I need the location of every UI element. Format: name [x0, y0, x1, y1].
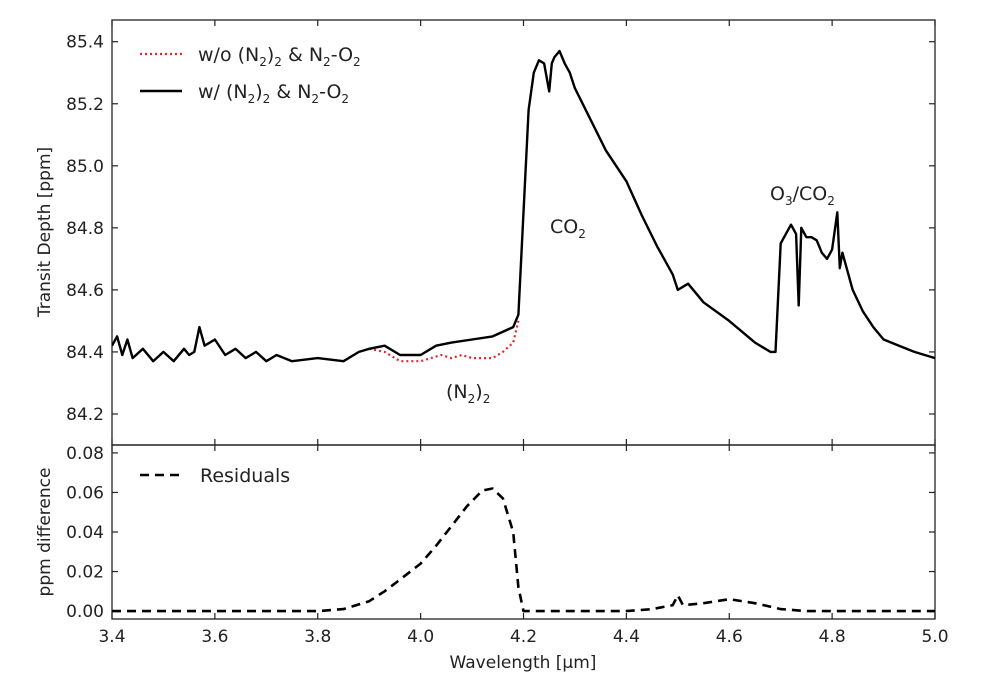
top-ytick-label: 84.8: [66, 219, 104, 239]
legend-label-residuals: Residuals: [200, 465, 290, 487]
bottom-legend: Residuals: [140, 465, 290, 487]
bottom-xtick-label: 5.0: [921, 627, 948, 647]
bottom-x-ticks: 3.4 3.6 3.8 4.0 4.2 4.4 4.6 4.8 5.0: [98, 445, 949, 647]
bottom-xtick-label: 4.2: [510, 627, 537, 647]
top-legend: w/o (N2)2 & N2-O2 w/ (N2)2 & N2-O2: [140, 44, 361, 106]
legend-label-with: w/ (N2)2 & N2-O2: [198, 81, 349, 106]
top-series-group: [112, 49, 935, 363]
top-ytick-label: 84.6: [66, 281, 104, 301]
series-line-residuals: [112, 487, 935, 613]
bottom-series-group: [112, 487, 935, 613]
series-line-without: [368, 320, 520, 363]
top-ytick-label: 85.2: [66, 95, 104, 115]
bottom-ytick-label: 0.04: [66, 523, 104, 543]
top-ytick-label: 85.4: [66, 33, 104, 53]
bottom-ytick-label: 0.08: [66, 444, 104, 464]
bottom-xtick-label: 3.4: [98, 627, 125, 647]
bottom-xtick-label: 4.6: [716, 627, 743, 647]
series-line-with: [112, 49, 935, 363]
bottom-xtick-label: 4.8: [819, 627, 846, 647]
top-x-ticks: [111, 20, 936, 445]
legend-label-without: w/o (N2)2 & N2-O2: [198, 44, 361, 69]
bottom-xtick-label: 3.8: [304, 627, 331, 647]
annotation-o3-co2: O3/CO2: [770, 183, 835, 208]
top-panel: 84.2 84.4 84.6 84.8 85.0 85.2 85.4 Transit Dep…: [35, 19, 936, 446]
bottom-y-ticks: 0.00 0.02 0.04 0.06 0.08: [66, 444, 935, 622]
annotation-n2-dimer: (N2)2: [446, 381, 490, 406]
bottom-xtick-label: 3.6: [201, 627, 228, 647]
x-axis-label: Wavelength [μm]: [450, 653, 597, 673]
bottom-y-axis-label: ppm difference: [35, 468, 55, 597]
top-y-axis-label: Transit Depth [ppm]: [35, 147, 55, 318]
bottom-xtick-label: 4.0: [407, 627, 434, 647]
top-ytick-label: 84.2: [66, 405, 104, 425]
annotation-co2: CO2: [550, 216, 586, 241]
bottom-ytick-label: 0.06: [66, 483, 104, 503]
bottom-xtick-label: 4.4: [613, 627, 640, 647]
top-y-ticks: 84.2 84.4 84.6 84.8 85.0 85.2 85.4: [66, 33, 935, 425]
bottom-panel: 0.00 0.02 0.04 0.06 0.08 3.4 3.6 3.8 4.0 4.2 4.4 4…: [35, 444, 949, 673]
top-ytick-label: 84.4: [66, 343, 104, 363]
bottom-ytick-label: 0.02: [66, 563, 104, 583]
bottom-ytick-label: 0.00: [66, 602, 104, 622]
top-ytick-label: 85.0: [66, 157, 104, 177]
